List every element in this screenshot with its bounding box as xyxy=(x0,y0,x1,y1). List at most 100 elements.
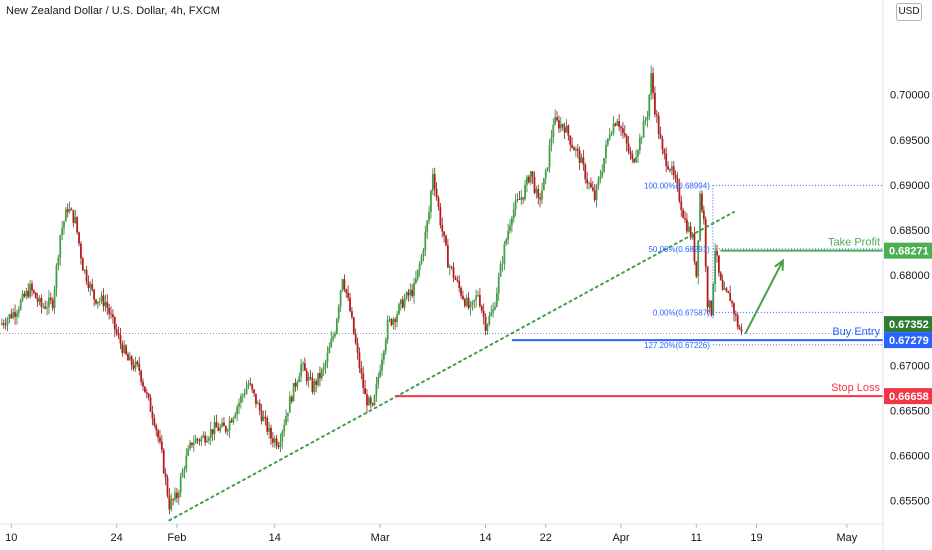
candle-body xyxy=(57,257,60,266)
candle xyxy=(390,318,393,327)
candle-body xyxy=(104,302,107,307)
candle-body xyxy=(622,128,624,134)
candle xyxy=(247,379,250,390)
candle-body xyxy=(224,426,227,432)
candle xyxy=(136,360,139,367)
candle-body xyxy=(324,362,327,368)
candle xyxy=(10,308,13,320)
candle xyxy=(68,201,71,214)
x-tick-label: 14 xyxy=(269,532,281,544)
candle-body xyxy=(315,381,318,385)
candle xyxy=(313,378,316,396)
candle-body xyxy=(478,295,481,307)
candle xyxy=(597,176,600,190)
candle-body xyxy=(311,378,314,392)
candle-body xyxy=(526,176,528,185)
candle xyxy=(64,207,67,222)
candle-body xyxy=(591,187,594,191)
candle xyxy=(640,136,643,145)
candle-body xyxy=(484,316,487,331)
candle xyxy=(635,149,637,164)
y-tick-label: 0.66000 xyxy=(890,450,930,462)
candle-body xyxy=(416,269,419,279)
candle xyxy=(144,386,146,393)
candle-body xyxy=(650,73,653,95)
candle xyxy=(268,422,271,439)
candle-body xyxy=(23,293,26,297)
candle xyxy=(516,192,519,203)
candle-body xyxy=(181,470,184,478)
candle xyxy=(567,124,570,141)
candle-body xyxy=(424,231,427,251)
candle-body xyxy=(343,279,346,290)
candle-body xyxy=(335,318,338,334)
candle xyxy=(36,292,39,307)
candle xyxy=(61,221,64,241)
candle xyxy=(501,256,504,272)
candle-body xyxy=(422,250,425,257)
candle xyxy=(588,181,590,190)
candle xyxy=(66,203,69,218)
candle-body xyxy=(78,232,80,244)
candle xyxy=(251,383,254,394)
candle-body xyxy=(563,127,566,133)
candle xyxy=(334,330,336,339)
candle xyxy=(439,203,442,229)
candle xyxy=(119,327,122,350)
candle xyxy=(650,65,653,100)
candle-body xyxy=(223,422,225,427)
candle xyxy=(16,309,18,325)
candle-body xyxy=(198,440,201,442)
candle xyxy=(29,279,32,299)
candle xyxy=(379,364,382,379)
candle xyxy=(281,429,284,450)
candle-body xyxy=(680,201,683,211)
candle-body xyxy=(435,188,438,198)
candle-body xyxy=(271,438,274,443)
candle-body xyxy=(480,306,483,311)
candle-body xyxy=(354,333,357,344)
candle xyxy=(106,294,109,316)
candle-body xyxy=(561,124,564,128)
candle-body xyxy=(113,316,116,330)
candle xyxy=(462,290,464,301)
candle xyxy=(644,116,647,126)
candle-body xyxy=(219,426,222,431)
candle-body xyxy=(49,297,52,300)
candle-body xyxy=(738,327,741,330)
candle-body xyxy=(518,199,521,200)
candle xyxy=(309,369,312,381)
candle-body xyxy=(48,297,50,308)
candle-body xyxy=(473,299,476,302)
candle-body xyxy=(119,335,122,344)
candle xyxy=(191,442,193,449)
candle-body xyxy=(565,125,568,133)
candle xyxy=(684,210,686,224)
candle xyxy=(192,435,195,452)
candle xyxy=(687,221,690,233)
candle xyxy=(258,399,261,415)
candle-body xyxy=(574,148,577,151)
candle-body xyxy=(72,210,75,223)
candle-body xyxy=(535,188,538,193)
candle xyxy=(399,298,402,311)
candle xyxy=(638,133,641,155)
candle-body xyxy=(648,94,651,117)
candle xyxy=(401,296,404,309)
candle xyxy=(335,317,338,335)
candle xyxy=(430,189,432,219)
candle xyxy=(371,402,374,407)
candle xyxy=(153,414,156,428)
candle-body xyxy=(590,183,592,188)
currency-button[interactable]: USD xyxy=(896,3,922,21)
candle xyxy=(104,294,107,312)
candle xyxy=(264,410,267,426)
candle xyxy=(652,67,654,100)
candle-body xyxy=(332,336,335,340)
candle xyxy=(503,240,506,270)
candle xyxy=(533,171,536,195)
candle xyxy=(172,498,175,506)
candle xyxy=(46,301,48,316)
candle-body xyxy=(164,473,167,478)
candle-body xyxy=(14,312,16,317)
